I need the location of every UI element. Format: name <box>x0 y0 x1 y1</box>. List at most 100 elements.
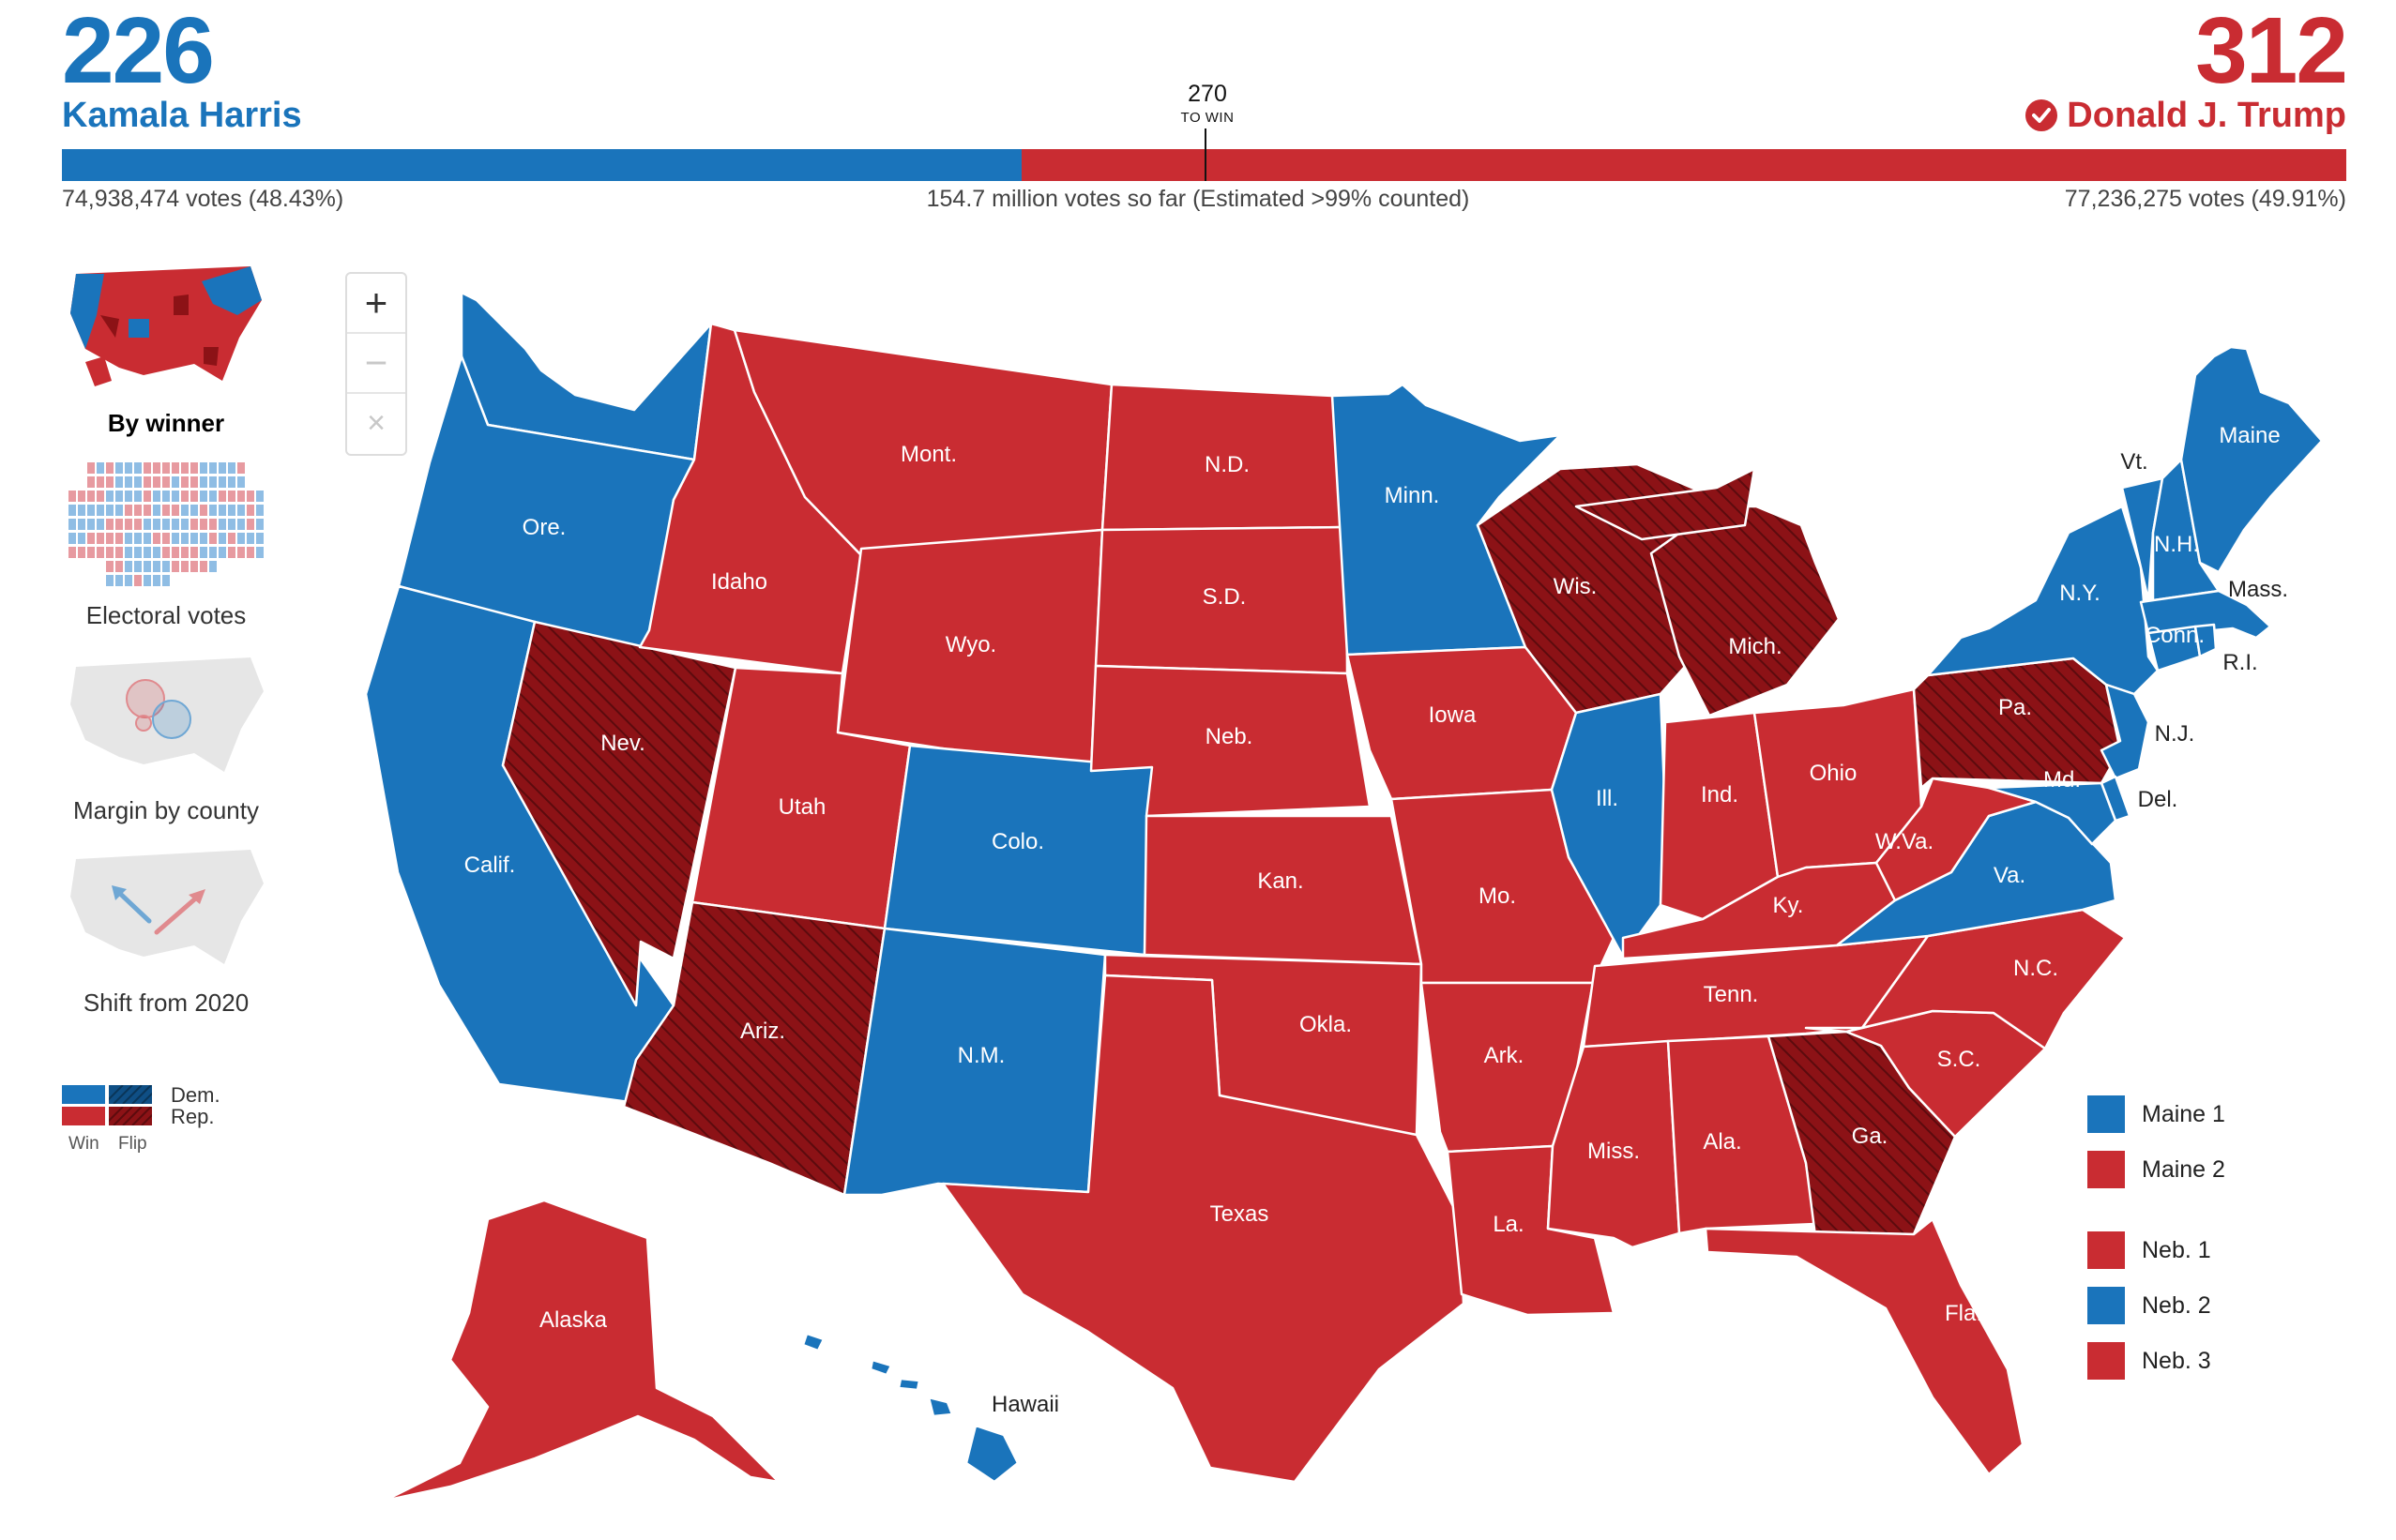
ev-tile <box>172 476 179 488</box>
ev-tile <box>181 491 189 502</box>
ev-tile <box>134 462 142 474</box>
district-swatch <box>2087 1342 2125 1380</box>
dem-electoral-total: 226 <box>62 0 215 103</box>
district-neb-3[interactable]: Neb. 3 <box>2087 1342 2211 1380</box>
ev-tile <box>237 547 245 558</box>
state-hawaii[interactable] <box>927 1396 954 1418</box>
state-md[interactable] <box>1987 781 2117 846</box>
district-maine-2[interactable]: Maine 2 <box>2087 1151 2225 1188</box>
ev-tile <box>144 491 151 502</box>
ev-tile <box>87 491 95 502</box>
district-neb-1[interactable]: Neb. 1 <box>2087 1231 2211 1269</box>
state-hawaii[interactable] <box>801 1332 826 1352</box>
state-hawaii[interactable] <box>869 1358 893 1377</box>
state-vt[interactable] <box>2120 476 2164 602</box>
ev-tile <box>115 547 123 558</box>
ev-tile <box>144 462 151 474</box>
legend-rep-flip-swatch <box>109 1107 152 1125</box>
ev-tile <box>106 491 114 502</box>
state-ill[interactable] <box>1550 692 1667 959</box>
view-shift-from-2020[interactable]: Shift from 2020 <box>56 842 276 1018</box>
reset-zoom-button[interactable]: × <box>367 405 386 441</box>
state-texas[interactable] <box>941 974 1465 1484</box>
ev-tile <box>106 505 114 516</box>
view-label: Shift from 2020 <box>83 989 250 1017</box>
ev-tile <box>78 505 85 516</box>
state-label: Ark. <box>1484 1043 1524 1068</box>
district-neb-2[interactable]: Neb. 2 <box>2087 1287 2211 1324</box>
ev-tile <box>237 505 245 516</box>
state-label: Ariz. <box>740 1019 785 1044</box>
ev-tile <box>256 533 264 544</box>
state-label: Colo. <box>992 829 1044 854</box>
state-alaska[interactable] <box>383 1199 781 1502</box>
view-by-winner[interactable]: By winner <box>56 263 276 438</box>
electoral-votes-thumbnail-icon <box>68 462 264 586</box>
ev-tile <box>237 462 245 474</box>
district-maine-1[interactable]: Maine 1 <box>2087 1095 2225 1133</box>
ev-tile <box>200 519 207 530</box>
state-label: Ky. <box>1773 893 1804 918</box>
ev-tile <box>237 476 245 488</box>
state-hawaii[interactable] <box>897 1377 921 1392</box>
state-r-i[interactable] <box>2193 623 2218 658</box>
state-n-c[interactable] <box>1804 908 2127 1050</box>
state-label: Ill. <box>1596 786 1618 811</box>
ev-tile <box>106 462 114 474</box>
view-margin-by-county[interactable]: Margin by county <box>56 650 276 825</box>
ev-tile <box>68 533 76 544</box>
ev-tile <box>219 491 226 502</box>
ev-tile <box>200 476 207 488</box>
state-n-j[interactable] <box>2100 683 2150 780</box>
ev-tile <box>144 533 151 544</box>
state-fla[interactable] <box>1704 1217 2024 1476</box>
ev-tile <box>97 476 104 488</box>
state-label: Maine <box>2219 423 2280 448</box>
view-electoral-votes[interactable]: Electoral votes <box>56 455 276 630</box>
ev-tile <box>125 561 132 572</box>
district-label: Neb. 3 <box>2142 1347 2211 1374</box>
ev-tile <box>153 476 160 488</box>
dem-popular-vote: 74,938,474 votes (48.43%) <box>62 186 344 212</box>
ev-tile <box>153 575 160 586</box>
state-label: R.I. <box>2222 650 2257 675</box>
ev-tile <box>228 491 235 502</box>
state-label: Ore. <box>523 515 567 540</box>
state-mich[interactable] <box>1574 467 1756 541</box>
legend-win-label: Win <box>68 1134 99 1154</box>
state-label: N.M. <box>958 1043 1006 1068</box>
ev-tile <box>172 491 179 502</box>
ev-tile <box>228 476 235 488</box>
ev-tile <box>115 462 123 474</box>
ev-tile <box>237 519 245 530</box>
state-label: Ohio <box>1810 761 1858 786</box>
state-label: Texas <box>1210 1201 1269 1227</box>
state-maine[interactable] <box>2179 345 2324 574</box>
ev-tile <box>134 575 142 586</box>
ev-tile <box>190 491 198 502</box>
ev-tile <box>219 462 226 474</box>
ev-tile <box>78 519 85 530</box>
win-threshold-number: 270 <box>1188 81 1227 107</box>
state-label: Mass. <box>2228 577 2288 602</box>
state-mich[interactable] <box>1649 505 1841 717</box>
state-label: N.C. <box>2013 956 2058 981</box>
ev-tile <box>228 519 235 530</box>
ev-tile <box>228 547 235 558</box>
view-label: Margin by county <box>73 796 259 824</box>
ev-tile <box>209 519 217 530</box>
state-hawaii[interactable] <box>964 1424 1020 1484</box>
state-pa[interactable] <box>1912 657 2122 790</box>
ev-tile <box>87 505 95 516</box>
ev-tile <box>190 476 198 488</box>
ev-tile <box>134 547 142 558</box>
zoom-in-button[interactable]: + <box>347 274 405 334</box>
ev-tile <box>228 462 235 474</box>
ev-tile <box>144 505 151 516</box>
ev-tile <box>256 519 264 530</box>
state-label: Idaho <box>711 569 767 595</box>
ev-tile <box>181 533 189 544</box>
zoom-out-button[interactable]: − <box>347 334 405 394</box>
district-label: Maine 2 <box>2142 1155 2225 1183</box>
ev-tile <box>200 533 207 544</box>
